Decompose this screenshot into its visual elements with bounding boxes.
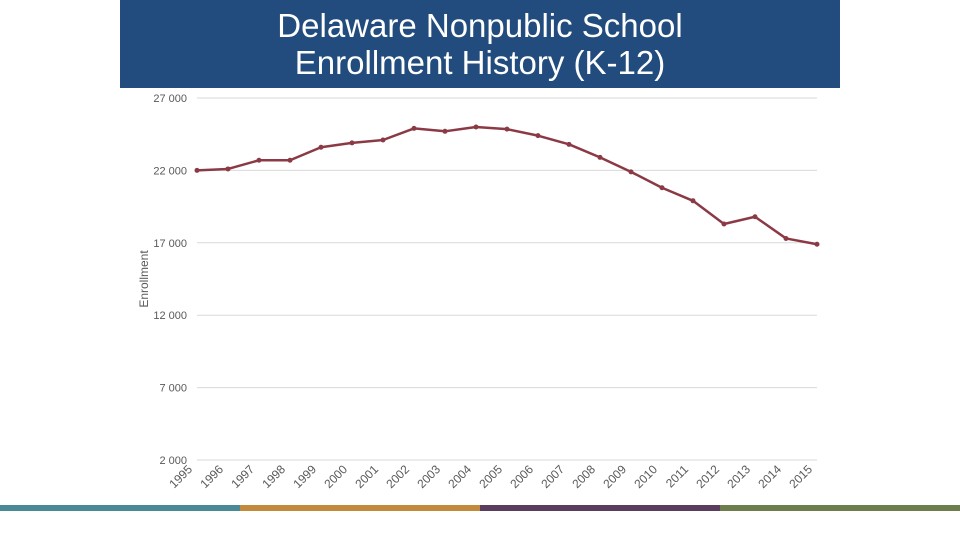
x-tick-label: 2007 [538, 462, 567, 491]
data-point [752, 214, 758, 220]
x-tick-label: 2004 [445, 462, 474, 491]
title-line-1: Delaware Nonpublic School [277, 7, 683, 44]
y-tick-label: 27 000 [153, 93, 187, 105]
data-point [287, 157, 293, 163]
x-tick-label: 1998 [259, 462, 288, 491]
data-point [194, 167, 200, 173]
y-tick-label: 17 000 [153, 238, 187, 250]
data-point [628, 169, 634, 175]
data-point [349, 140, 355, 146]
data-point [442, 128, 448, 134]
x-tick-label: 2010 [631, 462, 660, 491]
data-point [721, 221, 727, 227]
data-point [380, 137, 386, 143]
x-tick-label: 2012 [693, 462, 722, 491]
data-point [566, 141, 572, 147]
x-tick-label: 2014 [755, 462, 784, 491]
data-point [225, 166, 231, 172]
title-line-2: Enrollment History (K-12) [294, 44, 666, 81]
x-tick-label: 1996 [197, 462, 226, 491]
data-point [318, 144, 324, 150]
series-line [196, 125, 818, 246]
data-point [690, 198, 696, 204]
data-point [597, 154, 603, 160]
x-tick-label: 1999 [290, 462, 319, 491]
footer-segment-teal [0, 505, 240, 511]
data-point [783, 235, 789, 241]
x-tick-label: 2000 [321, 462, 350, 491]
footer-segment-gold [240, 505, 480, 511]
series-enrollment [194, 124, 820, 247]
y-tick-labels: 2 000 7 000 12 000 17 000 22 000 27 000 [153, 93, 187, 467]
x-tick-label: 2008 [569, 462, 598, 491]
x-tick-label: 2003 [414, 462, 443, 491]
data-point [411, 125, 417, 131]
y-tick-label: 7 000 [159, 383, 187, 395]
x-tick-label: 2005 [476, 462, 505, 491]
y-axis-label: Enrollment [137, 250, 151, 308]
y-tick-label: 22 000 [153, 165, 187, 177]
line-chart: 2 000 7 000 12 000 17 000 22 000 27 000 1995 1… [137, 93, 820, 491]
x-tick-label: 2009 [600, 462, 629, 491]
x-tick-label: 2006 [507, 462, 536, 491]
data-point [473, 124, 479, 130]
footer-segment-purple [480, 505, 720, 511]
gridlines [197, 97, 817, 461]
data-point [659, 185, 665, 191]
y-tick-label: 2 000 [159, 455, 187, 467]
x-tick-labels: 1995 1996 1997 1998 1999 2000 2001 2002 2003 2004… [166, 462, 815, 491]
data-point [535, 133, 541, 139]
x-tick-label: 1997 [228, 462, 257, 491]
data-point [504, 126, 510, 132]
title-banner: Delaware Nonpublic School Enrollment His… [120, 0, 840, 88]
y-tick-label: 12 000 [153, 310, 187, 322]
x-tick-label: 2013 [724, 462, 753, 491]
x-tick-label: 2015 [786, 462, 815, 491]
data-point [814, 241, 820, 247]
x-tick-label: 2011 [663, 462, 691, 490]
data-point [256, 157, 262, 163]
x-tick-label: 2002 [383, 462, 412, 491]
footer-segment-olive [720, 505, 960, 511]
x-tick-label: 2001 [352, 462, 381, 491]
footer-color-bar [0, 505, 960, 511]
